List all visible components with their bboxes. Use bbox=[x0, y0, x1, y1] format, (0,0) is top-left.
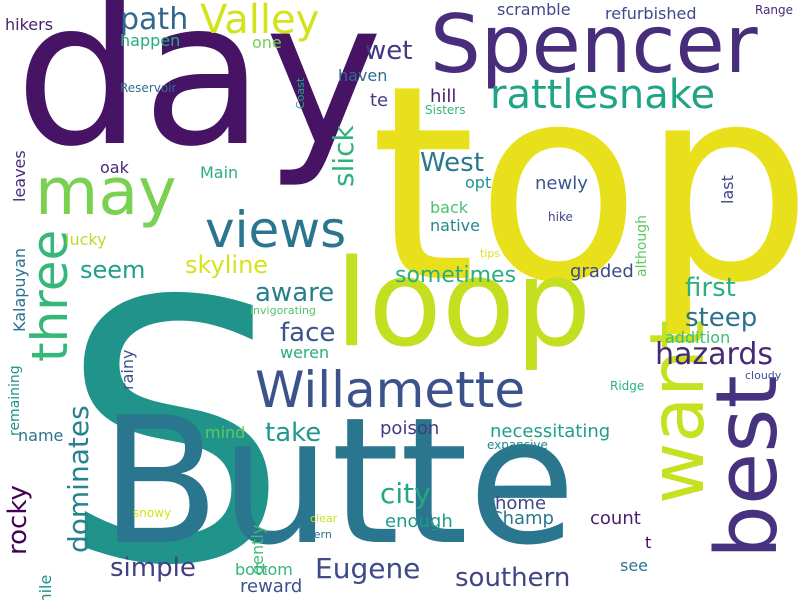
word-mile: mile bbox=[36, 575, 55, 600]
word-dominates: dominates bbox=[62, 405, 95, 553]
word-hazards: hazards bbox=[655, 337, 774, 372]
word-cloudy: cloudy bbox=[745, 369, 782, 382]
word-see: see bbox=[620, 556, 649, 575]
word-top: top bbox=[370, 27, 800, 342]
word-slick: slick bbox=[327, 125, 360, 187]
word-hill: hill bbox=[430, 86, 457, 107]
word-reward: reward bbox=[240, 576, 303, 597]
word-west: West bbox=[420, 148, 484, 178]
word-main: Main bbox=[200, 163, 239, 182]
word-weren: weren bbox=[280, 343, 330, 362]
word-invigorating: invigorating bbox=[250, 304, 316, 317]
word-refurbished: refurbished bbox=[605, 4, 697, 23]
word-reservoir: Reservoir bbox=[120, 81, 177, 95]
word-newly: newly bbox=[535, 173, 588, 194]
word-southern: southern bbox=[455, 563, 571, 593]
word-three: three bbox=[21, 230, 79, 363]
word-hike: hike bbox=[548, 210, 573, 224]
word-although: although bbox=[634, 215, 650, 278]
word-ridge: Ridge bbox=[610, 379, 645, 393]
word-necessitating: necessitating bbox=[490, 421, 611, 442]
word-day: day bbox=[15, 0, 383, 191]
word-count: count bbox=[590, 508, 641, 529]
word-one: one bbox=[252, 33, 282, 52]
word-fern: Fern bbox=[308, 528, 332, 541]
word-snowy: snowy bbox=[133, 506, 172, 520]
word-skyline: skyline bbox=[185, 251, 269, 279]
word-range: Range bbox=[755, 3, 794, 17]
word-native: native bbox=[430, 216, 480, 235]
word-lucky: lucky bbox=[65, 230, 107, 249]
word-poison: poison bbox=[380, 418, 440, 439]
word-loop: loop bbox=[335, 235, 592, 374]
word-remaining: remaining bbox=[7, 365, 23, 436]
word-simple: simple bbox=[110, 553, 196, 583]
word-haven: haven bbox=[338, 66, 388, 85]
word-steep: steep bbox=[685, 303, 758, 333]
word-sometimes: sometimes bbox=[395, 263, 517, 288]
word-first: first bbox=[685, 273, 736, 303]
word-city: city bbox=[380, 477, 431, 510]
word-coast: Coast bbox=[294, 78, 307, 110]
word-rattlesnake: rattlesnake bbox=[490, 72, 716, 118]
word-oak: oak bbox=[100, 158, 129, 177]
word-scramble: scramble bbox=[497, 0, 571, 19]
word-last: last bbox=[718, 175, 737, 204]
word-eugene: Eugene bbox=[315, 552, 421, 585]
word-home: home bbox=[495, 493, 547, 514]
word-seem: seem bbox=[80, 256, 146, 284]
word-happen: happen bbox=[120, 31, 181, 50]
word-addition: addition bbox=[665, 328, 731, 347]
word-leaves: leaves bbox=[10, 150, 29, 202]
word-spencer: Spencer bbox=[430, 0, 758, 91]
word-name: name bbox=[18, 426, 64, 445]
word-butte: Butte bbox=[100, 381, 576, 584]
word-take: take bbox=[265, 418, 322, 448]
word-graded: graded bbox=[570, 261, 634, 282]
word-t: t bbox=[645, 533, 652, 552]
word-s: S bbox=[60, 225, 289, 600]
word-aware: aware bbox=[255, 278, 335, 308]
word-te: te bbox=[370, 90, 389, 111]
word-enough: enough bbox=[385, 511, 453, 532]
word-path: path bbox=[120, 2, 189, 37]
word-kalapuyan: Kalapuyan bbox=[10, 248, 29, 332]
word-gently: gently bbox=[248, 525, 267, 576]
word-back: back bbox=[430, 198, 469, 217]
word-rainy: rainy bbox=[118, 350, 137, 391]
word-opt: opt bbox=[465, 173, 492, 192]
word-clear: clear bbox=[310, 512, 338, 525]
word-expansive: expansive bbox=[487, 438, 548, 452]
word-tips: tips bbox=[480, 247, 501, 260]
word-willamette: Willamette bbox=[255, 361, 526, 419]
word-bottom: bottom bbox=[235, 560, 293, 579]
word-face: face bbox=[280, 318, 336, 348]
word-rocky: rocky bbox=[3, 485, 33, 555]
word-hikers: hikers bbox=[5, 15, 54, 34]
word-valley: Valley bbox=[200, 0, 320, 43]
word-may: may bbox=[35, 155, 177, 230]
word-wet: wet bbox=[365, 36, 413, 66]
word-views: views bbox=[205, 201, 347, 259]
word-champ: Champ bbox=[490, 508, 554, 529]
word-sisters: Sisters bbox=[425, 103, 466, 117]
word-mind: mind bbox=[205, 423, 246, 442]
